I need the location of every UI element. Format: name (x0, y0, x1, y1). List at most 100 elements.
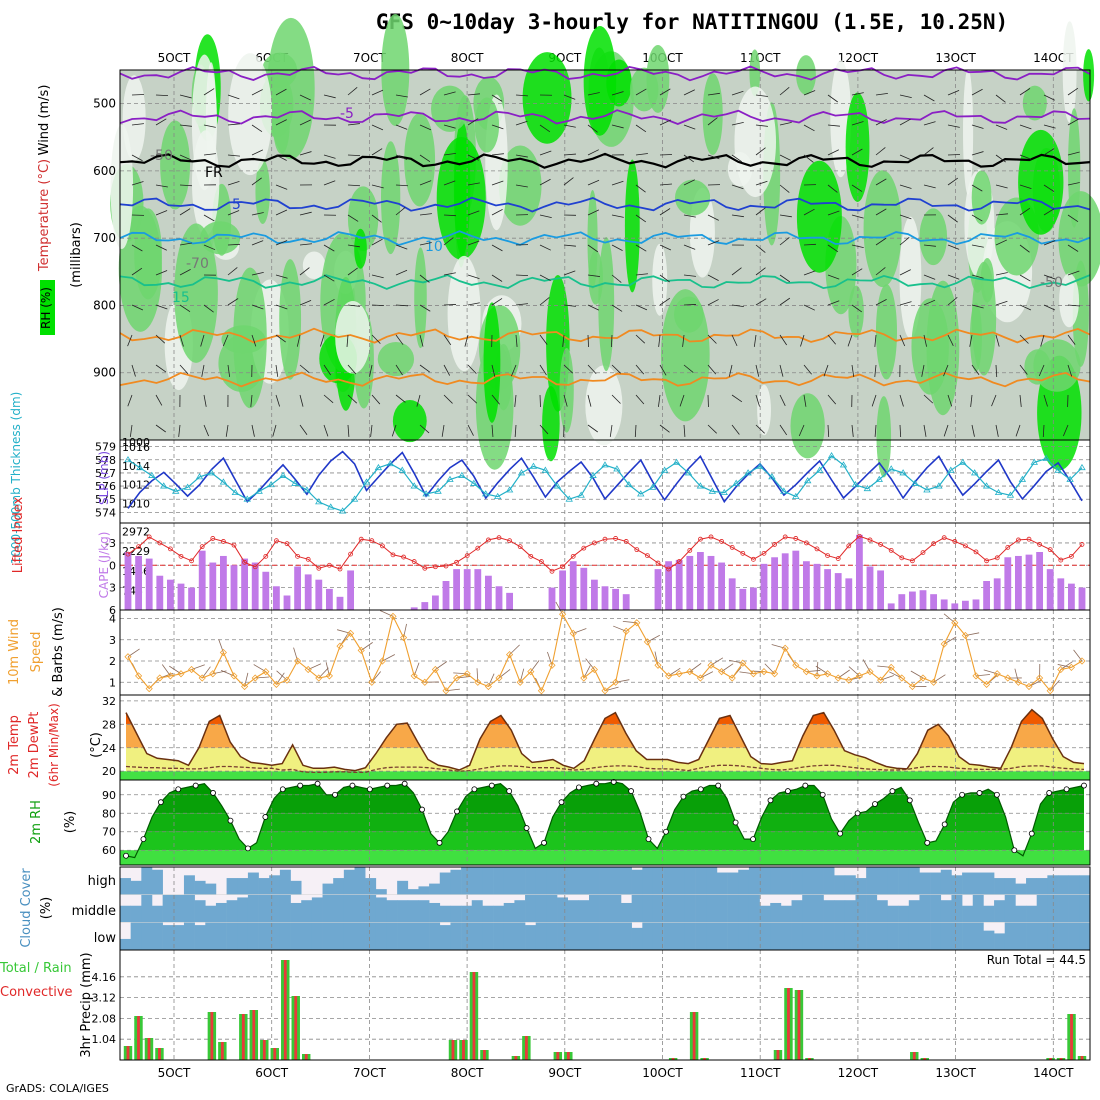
wind-barb (515, 303, 528, 306)
cape-bar (749, 587, 757, 610)
wind-barb (779, 274, 791, 283)
thickness-point (923, 486, 931, 493)
wind-tick-label: 4 (109, 613, 116, 626)
wind-speed-point (1014, 678, 1022, 686)
rh2m-point (297, 782, 304, 789)
wind-barb (679, 394, 685, 407)
rh-shade-area (963, 68, 974, 195)
precip-convective-bar (210, 1012, 214, 1060)
rh2m-point (523, 825, 530, 831)
cloud-low-cell (354, 922, 366, 950)
cape-bar (1078, 587, 1086, 610)
rh2m-frame (119, 779, 1091, 866)
rh2m-point (366, 786, 373, 793)
rh2m-point (157, 799, 164, 806)
wind-speed-point (378, 657, 386, 665)
lifted-index-point (973, 549, 979, 555)
rh-shade-area (863, 170, 902, 288)
bottom-date-label: 7OCT (353, 1066, 386, 1080)
wind-speed-point (898, 674, 906, 682)
wind-barb (753, 334, 757, 347)
cloud-low-cell (940, 922, 952, 950)
wind-barb (155, 424, 166, 433)
cape-bar (877, 570, 885, 610)
wind-speed-point (813, 672, 821, 680)
wind-barb (947, 89, 960, 96)
top-date-label: 5OCT (158, 51, 191, 65)
wind-speed-point (1025, 682, 1033, 691)
cloud-low-cell (930, 922, 942, 950)
cloud-low-cell (141, 922, 153, 950)
wind-barb (347, 244, 360, 248)
cloud-high-cell (610, 867, 622, 895)
cloud-middle-cell (205, 905, 217, 923)
wind-barb (275, 334, 286, 343)
wind-speed-point (325, 672, 333, 680)
lifted-index-point (761, 550, 767, 556)
wind-barb (395, 207, 406, 216)
cloud-high-cell (450, 869, 462, 895)
wind-barb (371, 394, 381, 405)
rh2m-point (384, 782, 391, 789)
lifted-index-point (570, 553, 576, 559)
cape-bar (495, 586, 503, 610)
thickness-point (744, 469, 752, 476)
cloud-low-cell (546, 922, 558, 950)
chart-title: GFS 0~10day 3-hourly for NATITINGOU (1.5… (376, 10, 1009, 34)
cloud-low-cell (290, 922, 302, 950)
wind-barb (779, 154, 791, 161)
cape-bar (453, 569, 461, 610)
wind-barb (1043, 240, 1056, 246)
wind-barb (971, 244, 984, 248)
cape-bar (802, 561, 810, 610)
wind-barb (899, 154, 912, 161)
wind-speed-point (209, 670, 217, 678)
rh-shade-area (1062, 21, 1077, 123)
wind-barb (823, 364, 829, 377)
wind-barb (851, 214, 864, 219)
thickness-point (374, 463, 383, 471)
wind-barb (611, 274, 622, 283)
wind-barb (923, 274, 936, 280)
wind-speed-point (145, 685, 153, 693)
cloud-high-cell (663, 867, 675, 895)
cloud-low-cell (876, 922, 888, 950)
cape-bar (612, 588, 620, 610)
cape-bar (1036, 552, 1044, 610)
rh2m-point (262, 814, 269, 820)
wind-barb (1038, 364, 1045, 377)
wind-barb (755, 207, 766, 216)
cloud-low-label: low (94, 931, 117, 946)
wind-barb (827, 184, 838, 193)
cloud-high-cell (1026, 878, 1038, 895)
cloud-low-cell (663, 922, 675, 950)
wind-barb (563, 394, 568, 407)
lifted-index-point (390, 552, 396, 558)
wind-barb (443, 152, 456, 156)
rh2m-point (1063, 786, 1070, 793)
wind-barb (467, 364, 477, 374)
cloud-middle-cell (514, 900, 526, 923)
cloud-high-cell (834, 875, 846, 895)
lifted-index-point (464, 553, 470, 558)
precip-tick-label: 2.08 (92, 1012, 117, 1025)
wind-speed-point (198, 674, 206, 682)
wind-barb (441, 424, 445, 437)
wind-barb (1067, 244, 1079, 252)
cloud-middle-cell (354, 894, 366, 923)
precip-convective-bar (1080, 1056, 1084, 1060)
wind-barb (491, 124, 504, 130)
wind-barb (1062, 424, 1069, 437)
thickness-point (1066, 475, 1074, 482)
wind-barb (395, 304, 408, 307)
wind-barb (539, 297, 550, 306)
wind-speed-point (463, 670, 471, 678)
footer-credit: GrADS: COLA/IGES (6, 1082, 109, 1095)
bottom-date-label: 14OCT (1033, 1066, 1074, 1080)
wind-barb (659, 183, 672, 186)
precip-convective-bar (787, 988, 790, 1060)
cloud-middle-cell (962, 905, 974, 923)
wind-barb (803, 270, 816, 276)
wind-barb (179, 334, 184, 347)
slp-thickness-frame (119, 439, 1091, 524)
